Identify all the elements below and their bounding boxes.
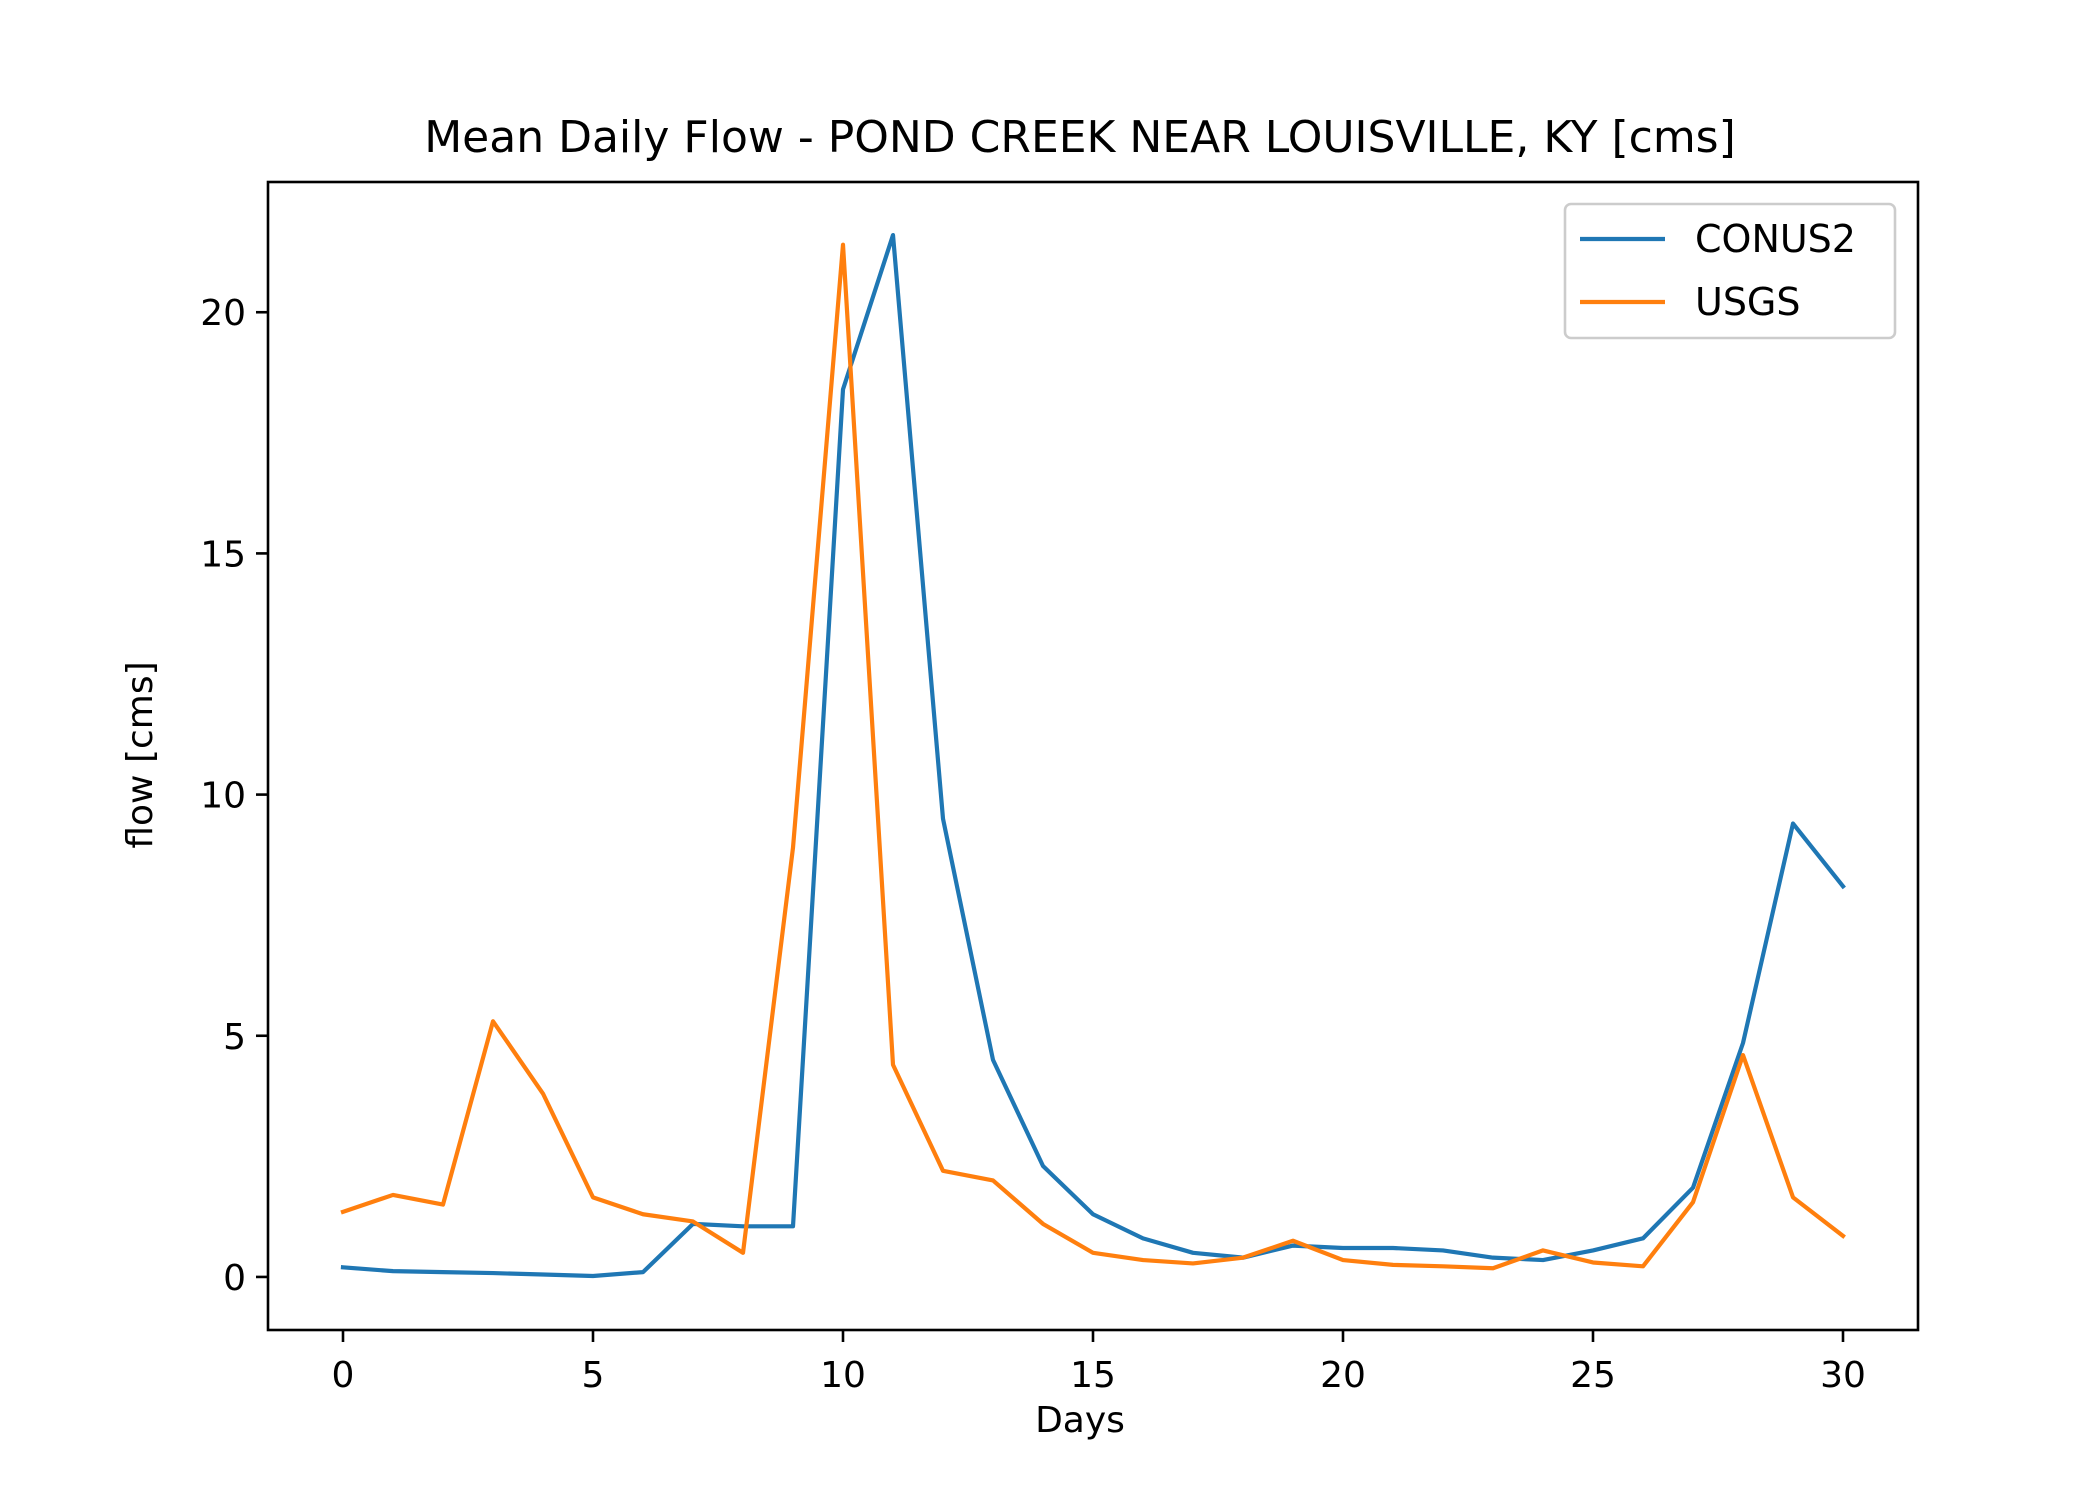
x-tick-label: 10 <box>820 1355 866 1396</box>
series-group <box>340 232 1846 1279</box>
y-tick-label: 5 <box>223 1017 246 1058</box>
legend-label-usgs: USGS <box>1695 280 1801 324</box>
series-line-usgs <box>340 242 1846 1271</box>
legend-label-conus2: CONUS2 <box>1695 217 1856 261</box>
legend: CONUS2 USGS <box>1563 202 1897 340</box>
x-tick-label: 20 <box>1320 1355 1366 1396</box>
x-tick-label: 25 <box>1570 1355 1616 1396</box>
y-axis-label: flow [cms] <box>120 661 161 848</box>
y-tick-label: 10 <box>200 776 246 817</box>
x-axis-label: Days <box>1035 1400 1125 1441</box>
x-tick-label: 15 <box>1070 1355 1116 1396</box>
x-tick-label: 0 <box>332 1355 355 1396</box>
x-tick-label: 5 <box>582 1355 605 1396</box>
y-tick-label: 20 <box>200 293 246 334</box>
series-line-conus2 <box>340 232 1846 1279</box>
chart-title: Mean Daily Flow - POND CREEK NEAR LOUISV… <box>424 112 1736 163</box>
y-tick-label: 0 <box>223 1258 246 1299</box>
plot-area: 0 5 10 15 20 25 30 0 5 10 15 20 CONUS2 USGS <box>200 180 1920 1396</box>
y-tick-label: 15 <box>200 534 246 575</box>
x-tick-label: 30 <box>1820 1355 1866 1396</box>
